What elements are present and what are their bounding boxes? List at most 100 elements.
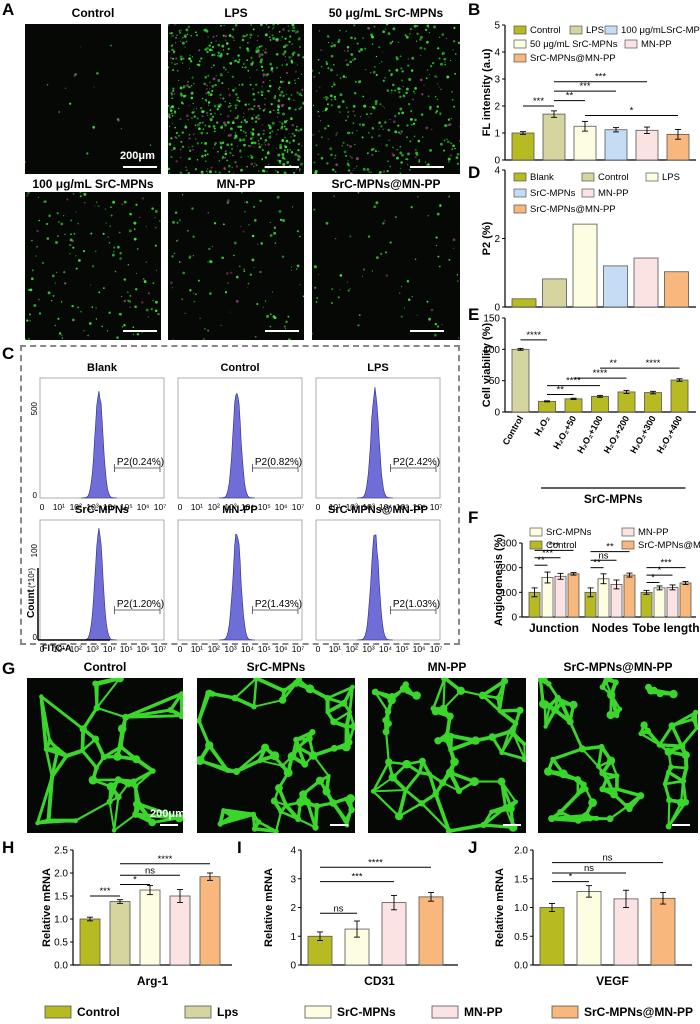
legend-label: SrC-MPNs [530,188,576,199]
scale-bar [410,330,444,332]
scale-bar [410,166,444,168]
legend-label: LPS [586,25,604,36]
flow-xtick: 0 [178,644,183,654]
significance-label: **** [368,857,383,868]
significance-label: *** [660,558,671,569]
flow-xtick: 10⁴ [241,644,254,654]
vessel-network [35,678,183,833]
scale-bar [160,824,178,826]
legend-label: MN-PP [464,1005,503,1019]
y-tick-label: 0.5 [514,932,528,943]
bar [644,392,662,413]
flow-histogram [218,392,255,499]
panel-g-scale-label: 200μm [150,808,185,820]
flow-histogram [80,528,117,641]
flow-title: LPS [367,362,388,374]
panel-a-title-1: Control [71,6,115,20]
bar [640,591,653,618]
scale-bar [265,330,299,332]
x-tick-label: H₂O₂+400 [655,414,685,455]
legend-label: Blank [530,172,554,183]
fluorescence-dots [25,44,152,163]
bar [597,578,610,618]
y-axis-label: Angiogenesis (%) [493,534,505,627]
significance-label: ns [333,903,343,914]
y-tick-label: 1 [494,129,500,140]
y-tick-label: 300 [500,539,517,550]
legend-label: Control [546,540,577,551]
flow-xtick: 10⁶ [413,644,426,654]
flow-ylabel-unit: (*10¹) [27,568,36,588]
fluorescence-image-lps [168,24,304,174]
legend-label: Control [530,25,561,36]
bar [511,132,535,161]
legend-label: MN-PP [641,39,672,50]
legend-label: MN-PP [598,188,629,199]
flow-histogram [356,387,393,499]
panel-letter-j: J [468,838,478,857]
legend-label: 100 μg/mLSrC-MPNs [621,25,700,36]
legend-swatch [529,527,543,537]
flow-xtick: 10³ [224,502,236,512]
bar [664,271,689,308]
vessel-image-srcmpns-mnpp [538,678,698,833]
gate-label: P2(1.03%) [393,599,440,610]
fluorescence-dots [168,24,304,174]
panel-a-title-4: 100 μg/mL SrC-MPNs [32,177,154,191]
flow-ylabel: Count [26,588,37,618]
bar [603,265,628,308]
flow-xtick: 10¹ [329,644,341,654]
significance-label: * [658,565,662,576]
panel-g-title-3: MN-PP [427,660,467,674]
panel-a-title-6: SrC-MPNs@MN-PP [331,177,441,191]
significance-label: **** [158,854,173,865]
y-tick-label: 2.0 [54,869,68,880]
y-tick-label: 3 [494,75,500,86]
flow-histogram [218,533,255,641]
bar [381,902,407,966]
significance-label: **** [593,368,608,379]
bar [591,395,609,413]
legend-swatch [184,1005,212,1019]
panel-a-title-2: LPS [224,6,248,20]
y-tick-label: 0 [494,303,500,314]
y-tick-label: 2 [290,903,296,914]
significance-label: ns [584,863,594,874]
significance-label: ** [537,555,545,566]
flow-xtick: 0 [40,644,45,654]
significance-label: *** [595,72,606,83]
significance-label: * [630,105,634,116]
panel-letter-g: G [2,659,16,678]
flow-xtick: 10⁶ [275,644,288,654]
y-tick-label: 0.0 [514,961,528,972]
y-tick-label: 2 [494,234,500,245]
significance-label: ns [145,865,155,876]
panel-letter-c: C [2,344,15,363]
scale-bar [330,824,348,826]
bar [307,935,333,966]
bar [653,587,666,618]
x-tick-label: Tobe length [632,621,699,635]
flow-xtick: 10¹ [191,502,203,512]
flow-xtick: 10³ [86,502,98,512]
panel-c-frame [20,345,460,645]
x-tick-label: H₂O₂+300 [628,414,658,455]
significance-label: **** [526,330,541,341]
y-tick-label: 0 [494,156,500,167]
legend-swatch [513,53,527,63]
flow-xtick: 10⁶ [137,502,150,512]
y-axis-label: P2 (%) [481,221,493,255]
panel-letter-h: H [2,838,15,857]
flow-xtick: 10⁶ [275,502,288,512]
flow-xtick: 10² [346,644,358,654]
y-tick-label: 0 [511,613,517,624]
significance-label: * [133,875,137,886]
flow-xtick: 10² [70,502,82,512]
flow-xtick: 10⁷ [154,502,167,512]
flow-xlabel: FITC-A [42,643,72,653]
flow-ytick: 100 [30,543,39,557]
bar [169,895,191,966]
legend-label: Lps [217,1005,239,1019]
bar [79,918,101,966]
y-axis-label: Relative mRNA [41,868,53,947]
